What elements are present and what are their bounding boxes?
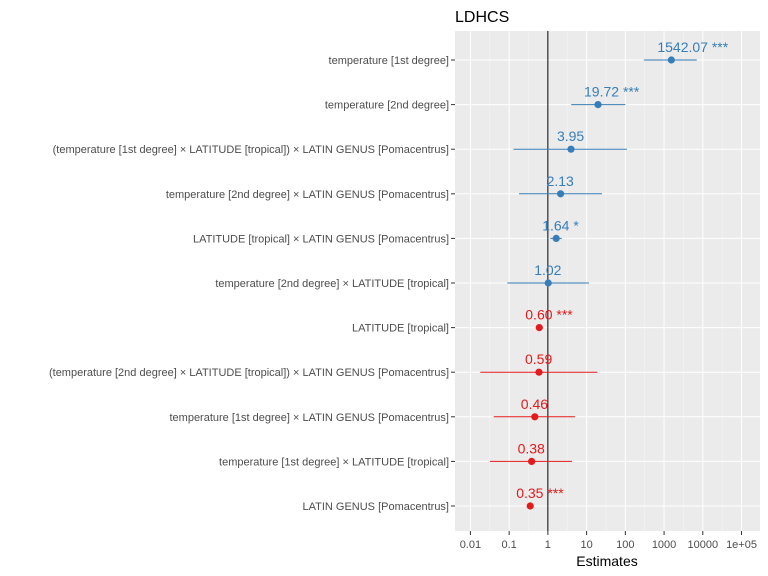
x-tick-label: 10 <box>580 539 592 551</box>
estimate-point <box>527 457 536 465</box>
value-label: 0.59 <box>525 351 552 367</box>
estimate-point <box>526 502 534 510</box>
y-tick-label: LATIN GENUS [Pomacentrus] <box>302 501 449 513</box>
plot-panel <box>455 31 760 531</box>
y-tick-label: temperature [2nd degree] × LATIN GENUS [… <box>166 189 449 201</box>
y-tick-label: temperature [1st degree] <box>329 55 449 67</box>
estimate-point <box>567 145 575 153</box>
estimate-point <box>535 324 543 332</box>
value-label: 0.60 *** <box>525 307 573 323</box>
value-label: 1542.07 *** <box>657 39 728 55</box>
estimate-point <box>552 234 560 242</box>
marks-layer: 1542.07 *** 19.72 *** 3.95 2.13 1.64 * 1.02 0.… <box>480 39 729 510</box>
x-tick-label: 10000 <box>687 539 718 551</box>
y-tick-label: temperature [1st degree] × LATITUDE [tro… <box>219 456 449 468</box>
x-tick-label: 1 <box>545 539 551 551</box>
y-tick-label: (temperature [1st degree] × LATITUDE [tr… <box>53 144 449 156</box>
y-tick-label: temperature [2nd degree] <box>325 100 449 112</box>
estimate-point <box>556 190 565 198</box>
estimate-point <box>535 368 543 376</box>
chart-title: LDHCS <box>455 9 509 26</box>
y-tick-label: temperature [2nd degree] × LATITUDE [tro… <box>215 278 449 290</box>
value-label: 0.38 <box>518 440 545 456</box>
value-label: 0.35 *** <box>516 485 564 501</box>
x-axis-title: Estimates <box>576 553 637 569</box>
y-axis-labels: temperature [1st degree] temperature [2nd… <box>49 55 455 513</box>
y-tick-label: (temperature [2nd degree] × LATITUDE [tr… <box>49 367 449 379</box>
x-tick-label: 1000 <box>652 539 676 551</box>
y-tick-label: temperature [1st degree] × LATIN GENUS [… <box>169 412 449 424</box>
x-tick-label: 0.1 <box>501 539 516 551</box>
estimate-point <box>531 413 539 421</box>
x-axis-labels: 0.01 0.1 1 10 100 1000 10000 1e+05 <box>460 531 757 551</box>
y-tick-label: LATITUDE [tropical] × LATIN GENUS [Pomac… <box>193 233 449 245</box>
estimate-point <box>594 101 602 109</box>
value-label: 0.46 <box>521 396 548 412</box>
estimate-point <box>544 279 552 287</box>
value-label: 3.95 <box>557 128 584 144</box>
x-tick-label: 1e+05 <box>726 539 757 551</box>
x-tick-label: 100 <box>616 539 634 551</box>
value-label: 19.72 *** <box>584 84 640 100</box>
value-label: 1.64 * <box>542 217 579 233</box>
y-tick-label: LATITUDE [tropical] <box>352 323 449 335</box>
value-label: 2.13 <box>547 173 574 189</box>
x-tick-label: 0.01 <box>460 539 481 551</box>
estimate-point <box>667 56 675 64</box>
value-label: 1.02 <box>534 262 561 278</box>
